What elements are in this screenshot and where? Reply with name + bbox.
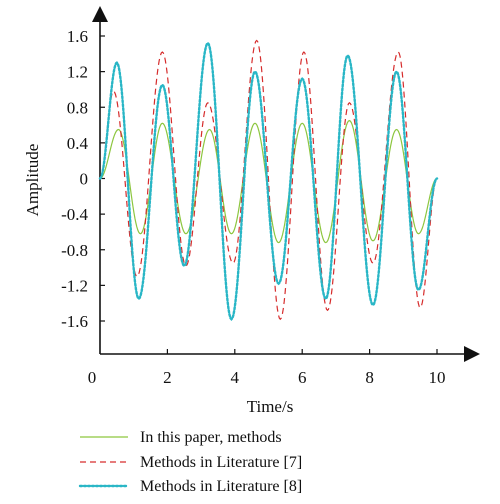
y-tick-label: 0.8 bbox=[67, 98, 88, 117]
series-group bbox=[98, 39, 439, 322]
legend-label-3: Methods in Literature [8] bbox=[140, 478, 302, 495]
legend: In this paper, methods Methods in Literat… bbox=[78, 429, 302, 495]
y-axis-label: Amplitude bbox=[23, 144, 42, 217]
x-tick-label: 10 bbox=[429, 368, 446, 387]
y-tick-label: -1.6 bbox=[61, 312, 88, 331]
y-tick-label: 1.2 bbox=[67, 63, 88, 82]
legend-label-2: Methods in Literature [7] bbox=[140, 454, 302, 471]
x-axis-label: Time/s bbox=[247, 397, 294, 416]
x-tick-label: 0 bbox=[88, 368, 97, 387]
chart-axes bbox=[92, 6, 480, 362]
y-tick-label: -0.4 bbox=[61, 205, 88, 224]
x-tick-label: 4 bbox=[231, 368, 240, 387]
series-line-3 bbox=[98, 41, 439, 322]
legend-label-1: In this paper, methods bbox=[140, 429, 282, 446]
x-tick-label: 8 bbox=[365, 368, 374, 387]
y-tick-label: -1.2 bbox=[61, 276, 88, 295]
x-ticks: 0 2 4 6 8 10 bbox=[88, 349, 446, 387]
y-tick-label: 1.6 bbox=[67, 27, 88, 46]
y-ticks: 1.6 1.2 0.8 0.4 0 -0.4 -0.8 -1.2 -1.6 bbox=[61, 27, 105, 331]
y-tick-label: -0.8 bbox=[61, 241, 88, 260]
y-tick-label: 0 bbox=[80, 170, 89, 189]
series-line-2 bbox=[99, 39, 438, 321]
y-tick-label: 0.4 bbox=[67, 134, 89, 153]
x-tick-label: 6 bbox=[298, 368, 307, 387]
x-tick-label: 2 bbox=[163, 368, 172, 387]
